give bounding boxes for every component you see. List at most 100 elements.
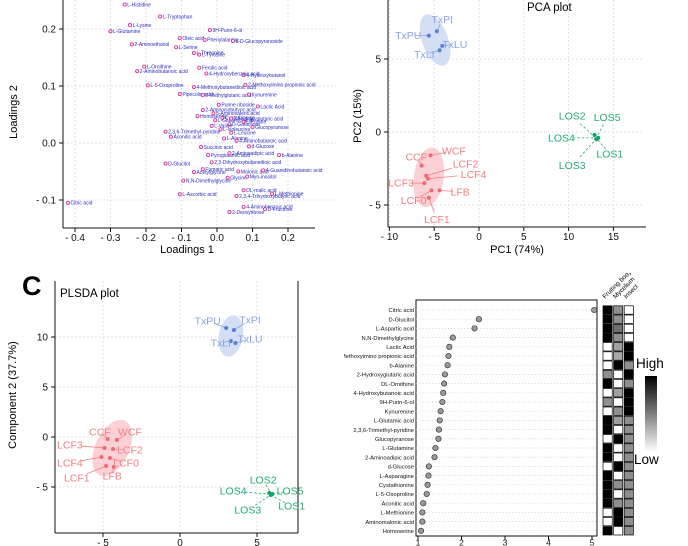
loadings-data-point: [128, 23, 133, 28]
vip-dot: [419, 509, 426, 516]
cluster-label: CCF: [89, 427, 111, 439]
label-connector-line: [81, 445, 105, 449]
cluster-data-point: [440, 43, 445, 48]
pca-xaxis-title: PC1 (74%): [490, 244, 544, 256]
cluster-data-point: [102, 446, 107, 450]
heatmap-cell: [602, 461, 613, 471]
heatmap-cell: [602, 443, 613, 453]
x-tick-label: - 10: [381, 232, 399, 243]
x-tick-label: - 0.1: [171, 233, 191, 244]
heatmap-cell: [602, 489, 613, 499]
loadings-point-label: L-Leucine: [234, 131, 256, 137]
loadings-data-point: [227, 151, 232, 156]
metabolite-label: Aconitic acid: [381, 501, 414, 507]
heatmap-cell: [602, 480, 613, 490]
loadings-data-point: [250, 125, 255, 130]
loadings-data-point: [206, 152, 211, 157]
metabolite-label: b-Alanine: [390, 363, 415, 369]
cluster-data-point: [114, 438, 119, 442]
loadings-data-point: [241, 188, 246, 193]
loadings-data-point: [234, 138, 239, 143]
y-tick-label: - 5: [369, 201, 381, 212]
y-tick-label: 0.2: [42, 25, 56, 36]
heatmap-cell: [602, 314, 613, 324]
vip-dot: [446, 343, 453, 350]
metabolite-label: DL-Ornithine: [381, 382, 414, 388]
heatmap-cell: [613, 452, 624, 462]
cluster-data-point: [104, 464, 109, 468]
loadings-data-point: [177, 91, 182, 96]
vip-plot-box: [415, 299, 598, 537]
cluster-label: LOS1: [278, 501, 305, 513]
heatmap-cell: [613, 388, 624, 398]
label-connector-line: [427, 175, 458, 180]
cluster-label: LOS5: [277, 486, 304, 498]
label-connector-line: [265, 484, 272, 494]
loadings-point-label: Lactic Acid: [260, 104, 284, 110]
vip-dot: [439, 398, 446, 406]
heatmap-cell: [623, 351, 634, 361]
heatmap-cell: [602, 360, 613, 370]
loadings-point-label: 5-Aminovaleric acid: [216, 111, 260, 117]
loadings-point-label: N,N-Dimethylglycine: [186, 178, 232, 184]
label-connector-line: [233, 323, 245, 331]
cluster-label: LOS2: [250, 475, 277, 487]
loadings-point-label: L-5-Oxoproline: [150, 83, 183, 89]
heatmap-cell: [613, 323, 624, 333]
vip-dot: [419, 518, 426, 525]
loadings-data-point: [207, 28, 212, 33]
cluster-data-point: [111, 447, 116, 451]
x-tick-label: - 0.2: [136, 233, 156, 244]
heatmap-cell: [613, 489, 624, 499]
x-tick-label: - 0.4: [65, 233, 85, 244]
loadings-point-label: L-Glutamine: [113, 29, 140, 35]
loadings-point-label: 2,3,6-Trimethyl-pyridine: [168, 129, 221, 135]
metabolite-label: Glucopyranose: [375, 437, 414, 443]
cluster-label: WCF: [118, 427, 142, 439]
loadings-data-point: [135, 69, 140, 74]
cluster-label: LCF0: [401, 195, 427, 207]
metabolite-label: 2-Aminoadipic acid: [365, 455, 414, 461]
loadings-point-label: 2,3-Dihydroxybutanedioic acid: [214, 160, 281, 166]
cluster-data-point: [429, 188, 434, 193]
cluster-label: LOS4: [548, 132, 575, 144]
cluster-label: LCF4: [461, 169, 487, 181]
loadings-data-point: [234, 194, 239, 199]
label-connector-line: [596, 139, 606, 150]
loadings-data-point: [202, 37, 207, 42]
loadings-data-point: [246, 92, 251, 97]
loadings-point-label: L-Glutamic acid: [218, 118, 253, 124]
heatmap-cell: [623, 360, 634, 370]
loadings-data-point: [241, 119, 246, 124]
vip-dot: [475, 316, 482, 323]
vip-dot: [591, 306, 598, 314]
vip-dot: [424, 481, 431, 488]
metabolite-label: L-Methionine: [380, 511, 414, 517]
loadings-point-label: 2-Aminobutanoic acid: [140, 69, 188, 75]
cluster-label: TxLU: [238, 334, 263, 346]
loadings-point-label: L-Histidine: [127, 2, 151, 8]
heatmap-cell: [602, 379, 613, 389]
cluster-label: TxPI: [431, 14, 453, 26]
loadings-data-point: [255, 104, 260, 109]
vip-dot: [423, 490, 430, 498]
x-tick-label: 1: [416, 538, 421, 546]
heatmap-cell: [623, 314, 634, 324]
loadings-data-point: [209, 160, 214, 165]
panel-letter-c: C: [22, 271, 42, 301]
vip-dot: [449, 334, 456, 341]
cluster-label: CCF: [405, 151, 427, 163]
metabolite-label: Aminomalonic acid: [365, 520, 414, 526]
vip-dot: [431, 454, 438, 461]
loadings-data-point: [191, 85, 196, 90]
loadings-data-point: [200, 167, 205, 172]
heatmap-cell: [613, 471, 624, 481]
loadings-point-label: Glucopyranose: [255, 125, 289, 131]
heatmap-cell: [602, 369, 613, 379]
cluster-data-point: [424, 173, 429, 178]
label-connector-line: [255, 495, 270, 506]
x-tick-label: 10: [563, 232, 575, 243]
metabolite-label: L-Aspartic acid: [376, 327, 414, 333]
label-connector-line: [245, 491, 268, 495]
